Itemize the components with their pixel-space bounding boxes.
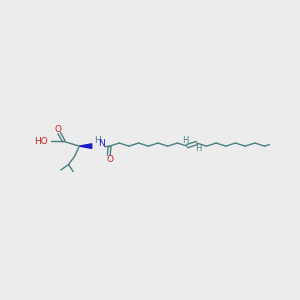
Polygon shape [79, 144, 92, 148]
Text: HO: HO [34, 137, 48, 146]
Text: O: O [106, 155, 113, 164]
Text: H: H [94, 136, 101, 145]
Text: N: N [98, 139, 104, 148]
Text: H: H [195, 144, 202, 153]
Text: O: O [55, 125, 62, 134]
Text: H: H [182, 136, 189, 146]
